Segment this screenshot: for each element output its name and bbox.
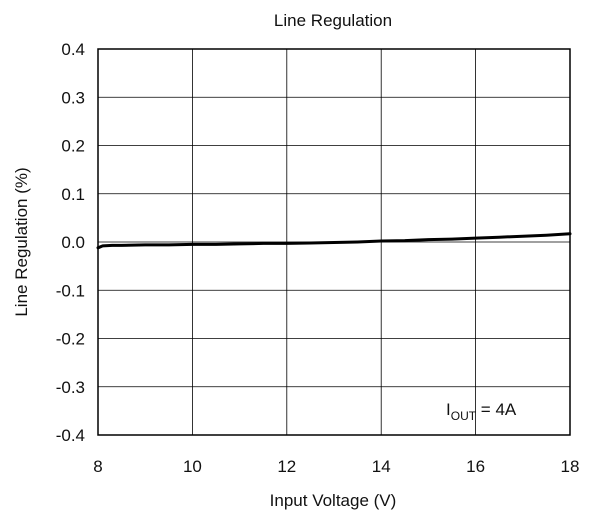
x-tick-label: 18	[561, 457, 580, 476]
x-tick-label: 8	[93, 457, 102, 476]
y-tick-label: 0.1	[61, 185, 85, 204]
y-tick-labels: 0.4 0.3 0.2 0.1 0.0 -0.1 -0.2 -0.3 -0.4	[56, 40, 85, 445]
iout-annotation-subscript: OUT	[451, 409, 477, 423]
x-tick-label: 12	[277, 457, 296, 476]
y-tick-label: 0.0	[61, 233, 85, 252]
series-layer	[96, 232, 572, 250]
y-tick-label: -0.3	[56, 378, 85, 397]
y-tick-label: 0.2	[61, 137, 85, 156]
iout-annotation-suffix: = 4A	[476, 400, 517, 419]
x-tick-label: 16	[466, 457, 485, 476]
y-axis-label: Line Regulation (%)	[12, 167, 31, 316]
y-tick-label: -0.1	[56, 281, 85, 300]
series-line	[96, 232, 572, 250]
x-tick-label: 10	[183, 457, 202, 476]
plot-frame	[97, 48, 571, 436]
y-tick-label: 0.3	[61, 88, 85, 107]
x-tick-label: 14	[372, 457, 391, 476]
x-tick-labels: 8 10 12 14 16 18	[93, 457, 579, 476]
chart-title: Line Regulation	[274, 11, 392, 30]
iout-annotation-prefix: I	[446, 400, 451, 419]
y-tick-label: 0.4	[61, 40, 85, 59]
y-tick-label: -0.4	[56, 426, 85, 445]
y-tick-label: -0.2	[56, 330, 85, 349]
iout-annotation: IOUT = 4A	[446, 400, 517, 423]
x-axis-label: Input Voltage (V)	[270, 491, 397, 510]
